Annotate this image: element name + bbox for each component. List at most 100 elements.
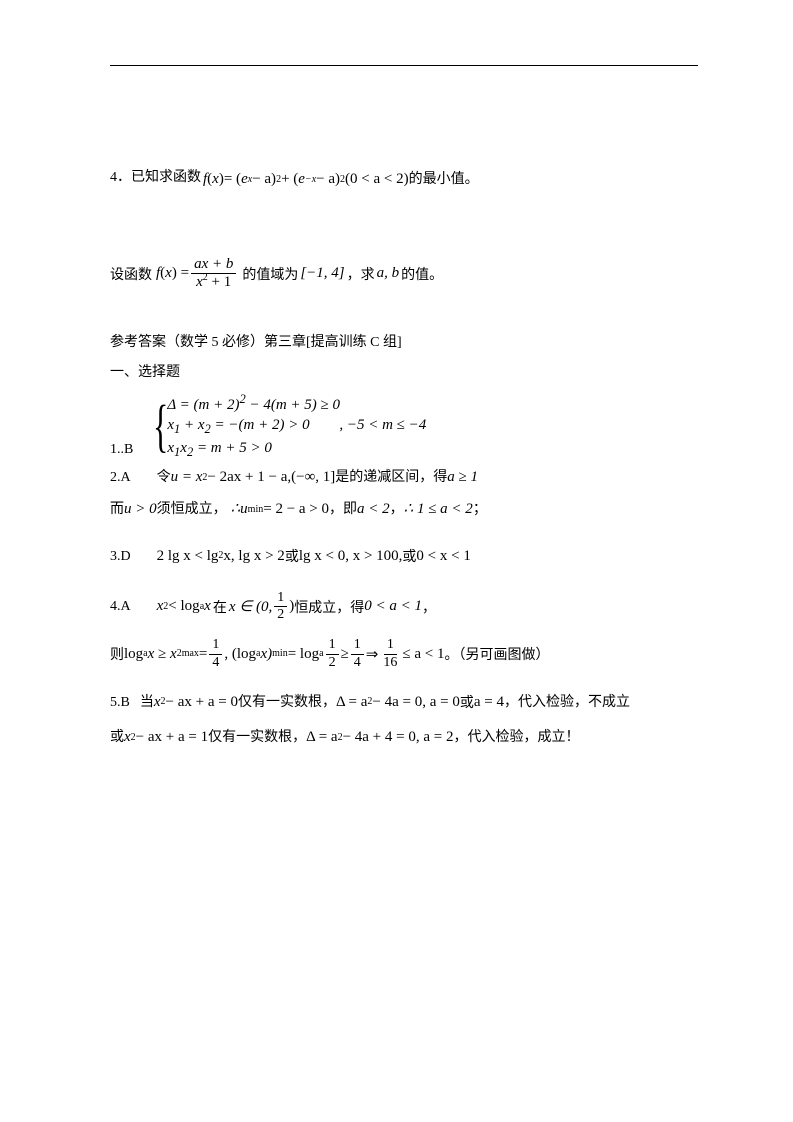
den-x: x bbox=[196, 274, 203, 290]
x: x bbox=[212, 171, 219, 188]
a5-disc1: Δ = a2 − 4a = 0, a = 0或a = 4 bbox=[336, 692, 504, 712]
rp2: ) = bbox=[172, 265, 189, 282]
a4-hn: 1 bbox=[326, 637, 339, 654]
a2-age1: a ≥ 1 bbox=[447, 469, 478, 486]
eq: = ( bbox=[224, 171, 241, 188]
a4-tail1: 恒成立，得 bbox=[294, 597, 364, 617]
a4-lt: < log bbox=[168, 598, 199, 615]
a4-l2lead: 则 bbox=[110, 644, 124, 664]
a1-l2c: = −(m + 2) > 0 bbox=[211, 417, 310, 433]
qset-range: [−1, 4] bbox=[300, 265, 344, 282]
a3-or2: 或 bbox=[402, 546, 416, 566]
a2-ueq: u = x bbox=[171, 469, 203, 486]
a1-l3: x1x2 = m + 5 > 0 bbox=[167, 440, 426, 460]
a3-p4: 0 < x < 1 bbox=[416, 548, 470, 565]
answer-2-line1: 2.A 令 u = x2 − 2ax + 1 − a, (−∞, 1] 是的递减… bbox=[110, 466, 698, 486]
a4-q1: 1 4 bbox=[209, 637, 222, 670]
a2-lead: 令 bbox=[157, 466, 171, 486]
a5-x2: x bbox=[124, 729, 131, 746]
a4-label: 4.A bbox=[110, 599, 131, 615]
a4-s: 1 16 bbox=[380, 637, 400, 670]
qset-frac: ax + b x2 + 1 bbox=[191, 256, 236, 292]
answer-5-line1: 5.B 当 x2 − ax + a = 0 仅有一实数根， Δ = a2 − 4… bbox=[110, 691, 698, 713]
x2: x bbox=[165, 265, 172, 282]
answer-3: 3.D 2 lg x < lg2 x, lg x > 2或lg x < 0, x… bbox=[110, 546, 698, 566]
a2-interval: (−∞, 1] bbox=[291, 469, 335, 486]
e2: e bbox=[298, 171, 305, 188]
umin-u: u bbox=[240, 501, 248, 518]
a5-d1c: a = 4 bbox=[474, 694, 504, 711]
answers-section: 一、选择题 bbox=[110, 362, 698, 384]
a1-l1: Δ = (m + 2)2 − 4(m + 5) ≥ 0 bbox=[167, 392, 426, 414]
a5-x1: x bbox=[154, 694, 161, 711]
a5-d2b: − 4a + 4 = 0, a = 2 bbox=[343, 729, 454, 746]
a3-or1: 或 bbox=[285, 546, 299, 566]
a4-hd: 2 bbox=[326, 655, 339, 671]
a4-l2i: ⇒ bbox=[366, 645, 379, 664]
a4-xin-a: x ∈ (0, bbox=[229, 597, 272, 616]
a4-xin: x ∈ (0, 1 2 ) bbox=[229, 590, 294, 623]
a2-ugt0: u > 0 bbox=[124, 501, 157, 518]
qset-num: ax + b bbox=[191, 256, 236, 274]
a1-x2: + x bbox=[180, 417, 204, 433]
a4-l2e: x) bbox=[261, 646, 273, 663]
a5-eq1: x2 − ax + a = 0 bbox=[154, 694, 238, 711]
a5-label: 5.B bbox=[110, 695, 130, 711]
a5-disc2: Δ = a2 − 4a + 4 = 0, a = 2 bbox=[306, 729, 453, 746]
a3-p3: lg x < 0, x > 100, bbox=[299, 548, 403, 565]
a1-l2: x1 + x2 = −(m + 2) > 0 , −5 < m ≤ −4 bbox=[167, 417, 426, 437]
a4-l2d: , (log bbox=[224, 646, 256, 663]
a4-l1c: x bbox=[204, 598, 211, 615]
a5-lead2: 或 bbox=[110, 726, 124, 746]
a4-l2h: ≥ bbox=[341, 646, 349, 663]
answer-5-line2: 或 x2 − ax + a = 1 仅有一实数根， Δ = a2 − 4a + … bbox=[110, 726, 698, 746]
m-a1: − a) bbox=[252, 171, 276, 188]
a1-cond: , −5 < m ≤ −4 bbox=[339, 417, 426, 433]
a2-mid2b: ，即 bbox=[329, 498, 357, 518]
answer-4-line1: 4.A x2 < loga x 在 x ∈ (0, 1 2 ) 恒成立，得 0 … bbox=[110, 590, 698, 623]
a3-p1: 2 lg x < lg bbox=[157, 548, 219, 565]
a1-label: 1..B bbox=[110, 442, 133, 460]
a4-l2j: ≤ a < 1 bbox=[402, 646, 444, 663]
a5-tail2: ，代入检验，成立！ bbox=[453, 726, 579, 746]
top-rule bbox=[110, 65, 698, 66]
a4-sn: 1 bbox=[384, 637, 397, 654]
qset-ab: a, b bbox=[377, 265, 400, 282]
a4-l2f: = log bbox=[288, 646, 319, 663]
qset-formula: f ( x ) = ax + b x2 + 1 bbox=[156, 256, 238, 292]
a2-semi: ； bbox=[473, 498, 487, 518]
a1-x1: x bbox=[167, 417, 174, 433]
a4-comma: ， bbox=[422, 597, 436, 617]
brace-icon: { bbox=[153, 392, 161, 460]
a2-label: 2.A bbox=[110, 470, 131, 486]
a2-therefore: ∴ bbox=[231, 499, 241, 518]
a1-x1b: x bbox=[167, 440, 174, 456]
answer-2-line2: 而 u > 0 须恒成立， ∴ umin = 2 − a > 0 ，即 a < … bbox=[110, 498, 698, 518]
a1-system: { Δ = (m + 2)2 − 4(m + 5) ≥ 0 x1 + x2 = … bbox=[153, 392, 426, 460]
a5-d2a: Δ = a bbox=[306, 729, 337, 746]
a4-q2d: 4 bbox=[351, 655, 364, 671]
answer-4-line2: 则 loga x ≥ x2max = 1 4 , (loga x)min = l… bbox=[110, 637, 698, 670]
q4-tail: 的最小值。 bbox=[409, 168, 479, 188]
a5-eq2: x2 − ax + a = 1 bbox=[124, 729, 208, 746]
a5-mid1: 仅有一实数根， bbox=[238, 691, 336, 711]
a4-l2c: = bbox=[199, 646, 207, 663]
a5-mid2: 仅有一实数根， bbox=[208, 726, 306, 746]
a4-q2n: 1 bbox=[351, 637, 364, 654]
a5-or: 或 bbox=[460, 692, 474, 712]
a2-l2-lead: 而 bbox=[110, 498, 124, 518]
a2-rest1: − 2ax + 1 − a, bbox=[207, 469, 291, 486]
q4-formula: f ( x ) = ( ex − a)2 + ( e−x − a)2 (0 < … bbox=[203, 171, 409, 188]
a4-q1d: 4 bbox=[209, 655, 222, 671]
a4-q1n: 1 bbox=[209, 637, 222, 654]
a2-u: u = x2 − 2ax + 1 − a, (−∞, 1] bbox=[171, 469, 336, 486]
qset-mid2: ，求 bbox=[347, 264, 375, 284]
qset-lead: 设函数 bbox=[110, 264, 152, 284]
a4-l2: loga x ≥ x2max = 1 4 , (loga x)min = log… bbox=[124, 637, 444, 670]
a5-tail1: ，代入检验，不成立 bbox=[504, 691, 630, 711]
a4-sd: 16 bbox=[380, 655, 400, 671]
page-root: 4．已知求函数 f ( x ) = ( ex − a)2 + ( e−x − a… bbox=[0, 0, 793, 1122]
a1-l1b: − 4(m + 5) ≥ 0 bbox=[246, 397, 340, 413]
a1-x2b: x bbox=[180, 440, 187, 456]
a4-zai: 在 bbox=[213, 597, 227, 617]
